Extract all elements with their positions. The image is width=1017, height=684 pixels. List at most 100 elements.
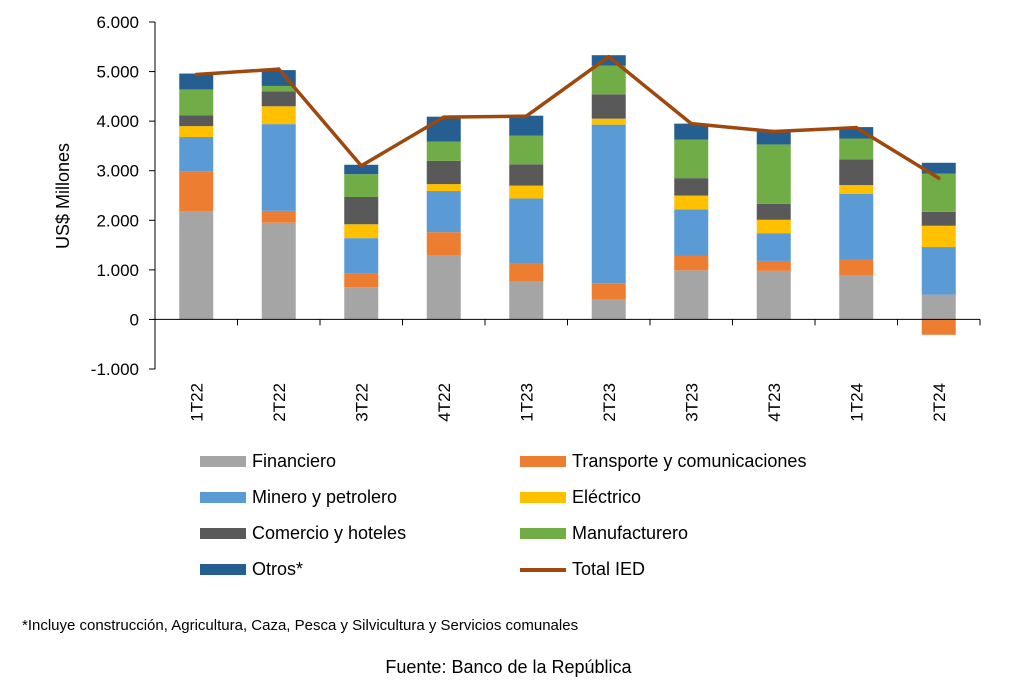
y-tick-label: 6.000 (96, 13, 139, 32)
y-tick-label: 3.000 (96, 162, 139, 181)
bar-3t22-comercio-y-hoteles (344, 196, 379, 225)
legend-swatch-financiero (200, 456, 246, 467)
bar-2t24-manufacturero (921, 173, 956, 212)
bar-2t24-comercio-y-hoteles (921, 211, 956, 226)
bar-2t22-financiero (261, 222, 296, 320)
total-ied-point-3t22 (359, 163, 364, 168)
legend-swatch-minero (200, 492, 246, 503)
bar-4t23-comercio-y-hoteles (756, 203, 791, 220)
bar-4t23-manufacturero (756, 144, 791, 204)
bar-3t22-manufacturero (344, 174, 379, 197)
legend-item-transporte: Transporte y comunicaciones (520, 451, 806, 472)
bar-2t23-manufacturero (591, 65, 626, 95)
bar-2t24-minero-y-petrolero (921, 247, 956, 295)
bar-3t23-manufacturero (674, 139, 709, 179)
bar-2t24-otros (921, 162, 956, 174)
bar-3t23-minero-y-petrolero (674, 209, 709, 256)
bar-2t22-otros (261, 70, 296, 86)
x-tick-label-3t23: 3T23 (682, 383, 701, 422)
bar-2t22-comercio-y-hoteles (261, 91, 296, 107)
legend-label-electrico: Eléctrico (572, 487, 642, 507)
bar-1t23-financiero (509, 281, 544, 320)
bar-1t24-financiero (839, 275, 874, 320)
chart-canvas: -1.000 0 1.000 2.000 3.000 4.000 5.000 6.000 1T2… (53, 13, 981, 422)
x-tick-label-2t22: 2T22 (270, 383, 289, 422)
bar-4t23-transporte-y-comunicaciones (756, 260, 791, 271)
bar-4t22-transporte-y-comunicaciones (426, 232, 461, 255)
total-ied-point-4t23 (771, 129, 776, 134)
bar-4t23-otros (756, 131, 791, 145)
bar-4t22-manufacturero (426, 141, 461, 161)
bar-3t23-otros (674, 123, 709, 140)
bar-2t22-manufacturero (261, 85, 296, 92)
total-ied-point-1t24 (854, 125, 859, 130)
legend-item-manufacturero: Manufacturero (520, 523, 688, 544)
bar-3t22-otros (344, 164, 379, 175)
total-ied-point-2t22 (276, 67, 281, 71)
bar-2t22-transporte-y-comunicaciones (261, 210, 296, 223)
bar-1t23-comercio-y-hoteles (509, 164, 544, 186)
bar-1t23-minero-y-petrolero (509, 198, 544, 264)
bar-1t24-manufacturero (839, 138, 874, 160)
bar-1t24-el-ctrico (839, 185, 874, 195)
total-ied-point-1t22 (194, 72, 199, 77)
bar-2t23-minero-y-petrolero (591, 124, 626, 284)
bar-1t22-el-ctrico (179, 126, 214, 138)
y-tick-label: 5.000 (96, 63, 139, 82)
legend-label-manufacturero: Manufacturero (572, 523, 689, 543)
legend-label-financiero: Financiero (252, 451, 337, 471)
legend-swatch-otros (200, 564, 246, 575)
bar-2t23-el-ctrico (591, 118, 626, 125)
bar-1t23-otros (509, 115, 544, 136)
bars-layer (179, 55, 956, 335)
bar-4t22-comercio-y-hoteles (426, 160, 461, 185)
source-note: Fuente: Banco de la República (385, 657, 632, 677)
legend-label-minero: Minero y petrolero (252, 487, 398, 507)
legend-label-transporte: Transporte y comunicaciones (572, 451, 807, 471)
legend-item-total-ied: Total IED (520, 559, 645, 580)
total-ied-point-2t23 (606, 54, 611, 59)
y-tick-label: 4.000 (96, 112, 139, 131)
bar-3t23-comercio-y-hoteles (674, 178, 709, 196)
axes-layer: -1.000 0 1.000 2.000 3.000 4.000 5.000 6.000 1T2… (91, 13, 981, 422)
legend-label-otros: Otros* (252, 559, 304, 579)
legend-swatch-transporte (520, 456, 566, 467)
legend-swatch-electrico (520, 492, 566, 503)
bar-2t23-otros (591, 55, 626, 66)
bar-2t23-transporte-y-comunicaciones (591, 283, 626, 300)
bar-2t23-comercio-y-hoteles (591, 94, 626, 119)
bar-4t22-minero-y-petrolero (426, 191, 461, 233)
x-tick-label-1t24: 1T24 (847, 383, 866, 422)
footnote: *Incluye construcción, Agricultura, Caza… (22, 617, 579, 634)
x-tick-label-2t23: 2T23 (600, 383, 619, 422)
x-tick-label-2t24: 2T24 (930, 383, 949, 422)
bar-4t22-el-ctrico (426, 184, 461, 192)
bar-4t23-financiero (756, 270, 791, 320)
x-tick-label-4t22: 4T22 (435, 383, 454, 422)
bar-3t23-transporte-y-comunicaciones (674, 255, 709, 271)
x-tick-label-3t22: 3T22 (352, 383, 371, 422)
bar-3t22-transporte-y-comunicaciones (344, 273, 379, 288)
y-tick-label: 2.000 (96, 211, 139, 230)
bar-2t23-financiero (591, 299, 626, 320)
legend-item-financiero: Financiero (200, 451, 336, 472)
bar-1t24-minero-y-petrolero (839, 194, 874, 260)
bar-3t22-financiero (344, 287, 379, 320)
legend-item-otros: Otros* (200, 559, 303, 580)
bar-4t23-minero-y-petrolero (756, 233, 791, 261)
bar-1t22-manufacturero (179, 89, 214, 116)
legend-label-comercio: Comercio y hoteles (252, 523, 407, 543)
y-axis-title: US$ Millones (53, 143, 73, 249)
bar-4t22-otros (426, 116, 461, 142)
bar-1t22-transporte-y-comunicaciones (179, 171, 214, 212)
y-tick-label: 0 (130, 310, 139, 329)
x-tick-label-1t22: 1T22 (187, 383, 206, 422)
bar-3t22-el-ctrico (344, 224, 379, 239)
bar-1t22-financiero (179, 211, 214, 320)
y-tick-label: 1.000 (96, 261, 139, 280)
bar-3t23-el-ctrico (674, 195, 709, 210)
bar-1t23-manufacturero (509, 135, 544, 165)
bar-1t22-minero-y-petrolero (179, 137, 214, 172)
bar-1t23-el-ctrico (509, 185, 544, 199)
x-tick-label-4t23: 4T23 (765, 383, 784, 422)
